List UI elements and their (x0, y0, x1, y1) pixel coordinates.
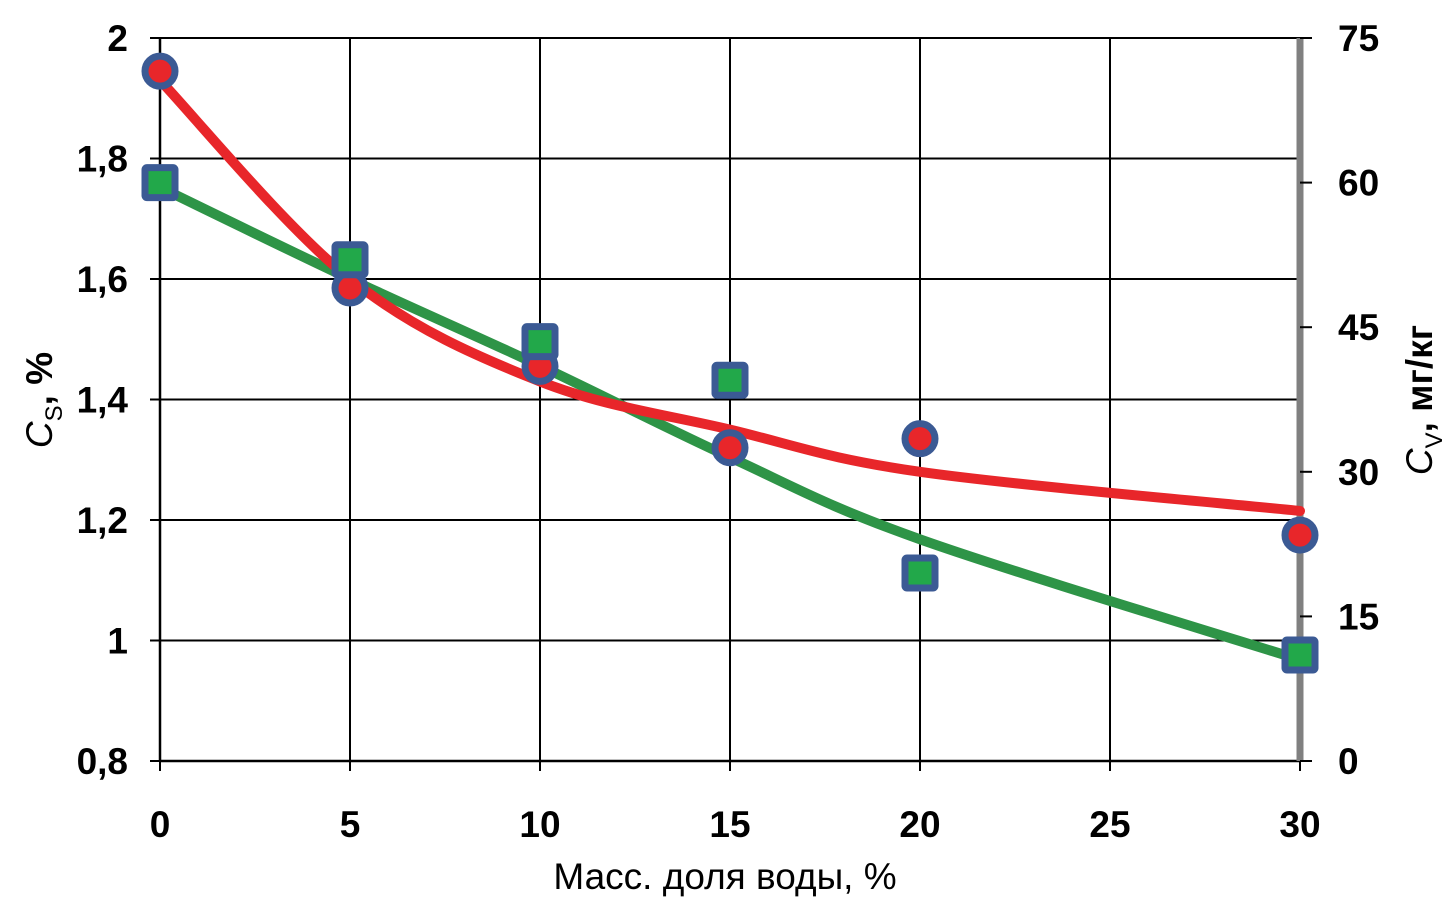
x-axis-label: Масс. доля воды, % (553, 856, 896, 897)
point-series-0-0 (141, 52, 179, 90)
y-right-subscript: V (1421, 432, 1443, 448)
y-left-symbol: C (19, 421, 60, 448)
tick-label-right-3: 45 (1338, 307, 1379, 348)
tick-label-left-2: 1,2 (77, 500, 128, 541)
point-series-0-4 (901, 420, 939, 458)
y-right-suffix: , мг/кг (1399, 325, 1440, 433)
tick-label-left-0: 0,8 (77, 741, 128, 782)
data-markers (141, 52, 1319, 674)
y-axis-right-label: CV, мг/кг (1399, 325, 1443, 475)
tick-label-right-0: 0 (1338, 741, 1359, 782)
tick-label-x-5: 25 (1089, 804, 1130, 845)
tick-label-x-4: 20 (899, 804, 940, 845)
y-right-symbol: C (1399, 448, 1440, 475)
trend-line-series-0 (155, 75, 1305, 516)
tick-label-right-5: 75 (1338, 18, 1379, 59)
point-series-1-2 (521, 323, 559, 361)
tick-label-left-1: 1 (107, 621, 128, 662)
tick-label-x-6: 30 (1279, 804, 1320, 845)
point-series-1-1 (331, 241, 369, 279)
tick-label-x-2: 10 (519, 804, 560, 845)
point-series-1-3 (711, 361, 749, 399)
point-series-1-0 (141, 164, 179, 202)
grid (159, 37, 1301, 762)
tick-label-x-1: 5 (340, 804, 361, 845)
point-series-1-5 (1281, 636, 1319, 674)
tick-label-x-0: 0 (150, 804, 171, 845)
y-left-subscript: S (41, 405, 68, 421)
tick-label-right-1: 15 (1338, 596, 1379, 637)
tick-label-right-2: 30 (1338, 452, 1379, 493)
point-series-1-4 (901, 554, 939, 592)
y-left-suffix: , % (19, 352, 60, 405)
tick-label-right-4: 60 (1338, 163, 1379, 204)
tick-label-left-4: 1,6 (77, 259, 128, 300)
point-series-0-3 (711, 429, 749, 467)
point-series-0-5 (1281, 516, 1319, 554)
y-axis-left-label: CS, % (19, 352, 68, 448)
tick-label-left-6: 2 (107, 18, 128, 59)
tick-label-x-3: 15 (709, 804, 750, 845)
tick-label-left-5: 1,8 (77, 139, 128, 180)
tick-label-left-3: 1,4 (77, 380, 129, 421)
